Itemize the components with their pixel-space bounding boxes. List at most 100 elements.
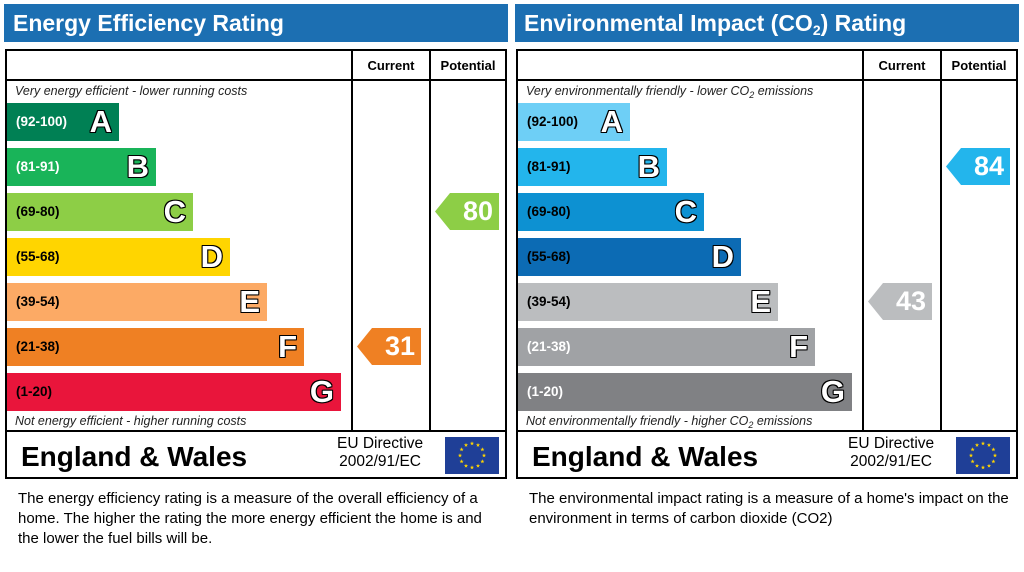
band-e: (39-54) E: [518, 283, 778, 321]
band-range: (55-68): [16, 249, 60, 264]
band-f: (21-38) F: [518, 328, 815, 366]
star-icon: [463, 442, 469, 447]
title-part: ) Rating: [820, 10, 907, 36]
band-g: (1-20) G: [7, 373, 341, 411]
column-divider: [429, 51, 431, 430]
column-divider: [862, 51, 864, 430]
potential-rating-arrow: 80: [435, 193, 499, 230]
star-icon: [970, 447, 975, 452]
current-rating-arrow: 31: [357, 328, 421, 365]
band-e: (39-54) E: [7, 283, 267, 321]
band-c: (69-80) C: [518, 193, 704, 231]
arrow-shape: [357, 328, 421, 365]
band-b: (81-91) B: [518, 148, 667, 186]
band-letter: E: [239, 284, 260, 319]
band-letter: F: [278, 329, 297, 364]
bottom-note: Not energy efficient - higher running co…: [15, 414, 247, 428]
potential-column-header: Potential: [951, 58, 1007, 73]
energy-efficiency-title: Energy Efficiency Rating: [4, 4, 508, 42]
band-letter: G: [820, 374, 845, 409]
eu-flag-icon: [956, 437, 1010, 474]
band-letter: E: [750, 284, 771, 319]
eu-flag-icon: [445, 437, 499, 474]
band-letter: B: [637, 149, 660, 184]
band-letter: B: [126, 149, 149, 184]
current-rating-value: 31: [384, 331, 415, 361]
energy-efficiency-panel: Energy Efficiency Rating Current Potenti…: [4, 4, 508, 568]
star-icon: [481, 453, 487, 458]
environmental-impact-description: The environmental impact rating is a mea…: [529, 490, 1009, 527]
band-g: (1-20) G: [518, 373, 852, 411]
environmental-impact-chart: Current Potential Very environmentally f…: [516, 49, 1018, 432]
potential-rating-value: 84: [973, 151, 1004, 181]
current-column-header: Current: [878, 58, 926, 73]
band-range: (81-91): [16, 159, 60, 174]
star-icon: [970, 459, 975, 464]
header-divider: [518, 79, 1016, 81]
star-icon: [459, 459, 464, 464]
band-range: (39-54): [527, 294, 571, 309]
band-range: (92-100): [16, 114, 68, 129]
band-range: (1-20): [527, 384, 564, 399]
star-icon: [980, 441, 986, 446]
note-part: emissions: [754, 84, 814, 98]
current-column-header: Current: [367, 58, 415, 73]
star-icon: [986, 463, 992, 468]
star-icon: [991, 459, 996, 464]
arrow-shape: [435, 193, 499, 230]
band-letter: A: [89, 104, 112, 139]
arrow-shape: [868, 283, 932, 320]
band-a: (92-100) A: [518, 103, 630, 141]
eu-directive: EU Directive 2002/91/EC: [848, 435, 934, 471]
potential-rating-value: 80: [462, 196, 493, 226]
band-range: (69-80): [16, 204, 60, 219]
title-part: Environmental Impact (CO: [524, 10, 813, 36]
region-label: England & Wales: [21, 441, 248, 472]
eu-directive-line2: 2002/91/EC: [850, 453, 932, 470]
top-note: Very environmentally friendly - lower CO…: [526, 84, 813, 100]
column-divider: [940, 51, 942, 430]
band-letter: D: [200, 239, 223, 274]
band-letter: A: [600, 104, 623, 139]
band-c: (69-80) C: [7, 193, 193, 231]
energy-efficiency-description: The energy efficiency rating is a measur…: [18, 490, 482, 547]
current-rating-arrow: 43: [868, 283, 932, 320]
eu-directive-line1: EU Directive: [848, 435, 935, 452]
current-rating-value: 43: [895, 286, 926, 316]
eu-directive-line2: 2002/91/EC: [339, 453, 421, 470]
title-subscript: 2: [812, 22, 821, 38]
star-icon: [469, 465, 475, 470]
column-divider: [351, 51, 353, 430]
star-icon: [974, 442, 980, 447]
band-range: (21-38): [16, 339, 60, 354]
energy-efficiency-footer: England & Wales EU Directive 2002/91/EC: [5, 430, 507, 479]
band-range: (39-54): [16, 294, 60, 309]
region-label: England & Wales: [532, 441, 759, 472]
energy-efficiency-chart: Current Potential Very energy efficient …: [5, 49, 507, 432]
band-a: (92-100) A: [7, 103, 119, 141]
star-icon: [980, 465, 986, 470]
star-icon: [480, 459, 485, 464]
environmental-impact-footer: England & Wales EU Directive 2002/91/EC: [516, 430, 1018, 479]
potential-rating-arrow: 84: [946, 148, 1010, 185]
band-letter: D: [711, 239, 734, 274]
header-divider: [7, 79, 505, 81]
band-range: (69-80): [527, 204, 571, 219]
band-b: (81-91) B: [7, 148, 156, 186]
star-icon: [991, 447, 996, 452]
star-icon: [974, 463, 980, 468]
band-range: (92-100): [527, 114, 579, 129]
band-letter: G: [309, 374, 334, 409]
eu-directive-line1: EU Directive: [337, 435, 424, 452]
band-letter: F: [789, 329, 808, 364]
star-icon: [457, 453, 463, 458]
band-letter: C: [163, 194, 186, 229]
band-range: (1-20): [16, 384, 53, 399]
band-range: (81-91): [527, 159, 571, 174]
star-icon: [968, 453, 974, 458]
potential-column-header: Potential: [440, 58, 496, 73]
star-icon: [986, 442, 992, 447]
environmental-impact-panel: Environmental Impact (CO2) Rating Curren…: [515, 4, 1019, 568]
top-note: Very energy efficient - lower running co…: [15, 84, 248, 98]
note-subscript: 2: [749, 90, 755, 100]
